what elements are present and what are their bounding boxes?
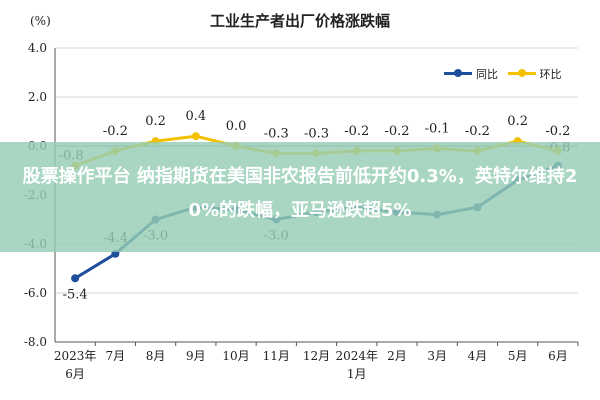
- data-label-mom: 0.4: [185, 109, 206, 124]
- x-tick-label: 2023年 6月: [54, 349, 97, 381]
- data-point-yoy: [71, 274, 80, 283]
- headline-text[interactable]: 股票操作平台 纳指期货在美国非农报告前低开约0.3%，英特尔维持20%的跌幅，亚…: [22, 166, 578, 221]
- y-tick-label: 4.0: [28, 41, 47, 55]
- x-tick-label: 9月: [186, 349, 206, 363]
- data-label-mom: -0.2: [103, 124, 128, 139]
- headline-banner: [0, 142, 600, 252]
- data-label-mom: -0.3: [304, 126, 329, 141]
- x-tick-label: 4月: [468, 349, 488, 363]
- x-tick-label: 8月: [146, 349, 166, 363]
- x-tick-label: 12月: [303, 349, 330, 363]
- data-label-mom: -0.3: [264, 126, 289, 141]
- data-label-mom: 0.2: [507, 114, 528, 129]
- x-tick-label: 5月: [508, 349, 528, 363]
- data-label-mom: -0.2: [384, 124, 409, 139]
- x-tick-label: 2月: [387, 349, 407, 363]
- y-tick-label: -8.0: [24, 335, 47, 349]
- data-label-mom: -0.1: [425, 121, 450, 136]
- legend-mom-swatch: [507, 69, 536, 77]
- x-tick-label: 11月: [263, 349, 290, 363]
- x-tick-label: 6月: [548, 349, 568, 363]
- data-label-mom: -0.2: [545, 124, 570, 139]
- legend-item-yoy: 同比: [444, 66, 498, 82]
- legend-yoy-label: 同比: [476, 67, 498, 81]
- y-tick-label: -6.0: [24, 286, 47, 300]
- legend-item-mom: 环比: [507, 66, 562, 82]
- x-tick-label: 10月: [222, 349, 249, 363]
- data-label-mom: -0.2: [465, 124, 490, 139]
- data-label-mom: 0.2: [145, 114, 166, 129]
- x-tick-label: 7月: [106, 349, 126, 363]
- y-tick-label: 2.0: [28, 90, 47, 104]
- x-tick-label: 2024年 1月: [335, 349, 378, 381]
- data-point-mom: [191, 132, 200, 141]
- legend: 同比 环比: [444, 65, 568, 82]
- y-unit-label: (%): [30, 14, 51, 28]
- legend-yoy-swatch: [444, 69, 472, 77]
- data-label-mom: 0.0: [226, 119, 247, 134]
- data-label-mom: -0.2: [344, 124, 369, 139]
- legend-mom-label: 环比: [539, 67, 562, 81]
- x-tick-label: 3月: [427, 349, 447, 363]
- chart-title: 工业生产者出厂价格涨跌幅: [209, 12, 390, 30]
- data-label-yoy: -5.4: [63, 287, 88, 302]
